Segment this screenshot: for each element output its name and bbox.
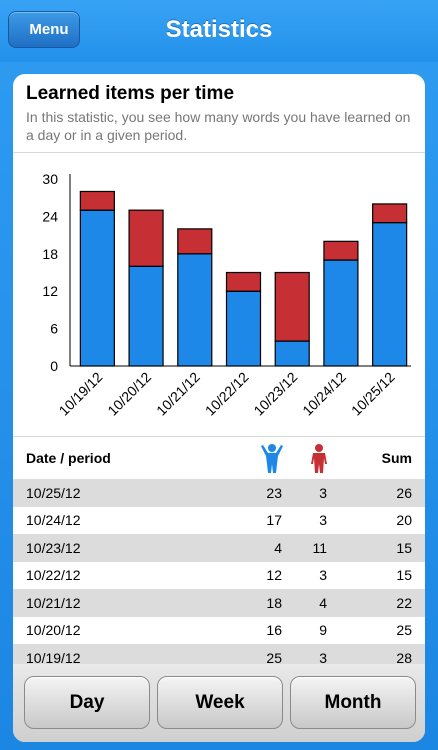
y-tick-label: 12 bbox=[42, 283, 58, 299]
menu-button[interactable]: Menu bbox=[8, 11, 80, 48]
bar-segment-unknown bbox=[225, 271, 262, 292]
statistics-card: Learned items per time In this statistic… bbox=[13, 74, 425, 742]
x-tick-label: 10/21/12 bbox=[153, 369, 203, 419]
y-tick-label: 6 bbox=[50, 321, 58, 337]
person-arms-up-icon bbox=[261, 444, 283, 473]
row-unknown-count: 3 bbox=[319, 484, 327, 501]
page-title: Statistics bbox=[165, 16, 273, 43]
x-tick-label: 10/23/12 bbox=[250, 369, 300, 419]
row-known-count: 18 bbox=[266, 594, 282, 611]
row-date: 10/22/12 bbox=[26, 567, 81, 584]
bar-segment-unknown bbox=[274, 271, 310, 342]
x-tick-label: 10/22/12 bbox=[202, 369, 252, 419]
y-tick-label: 18 bbox=[42, 246, 58, 262]
table-row[interactable]: 10/21/12 18 4 22 bbox=[13, 589, 425, 617]
row-unknown-count: 3 bbox=[319, 567, 327, 584]
row-sum: 15 bbox=[396, 567, 412, 584]
row-date: 10/23/12 bbox=[26, 539, 81, 556]
row-known-count: 12 bbox=[266, 567, 282, 584]
row-date: 10/24/12 bbox=[26, 512, 81, 529]
day-button[interactable]: Day bbox=[24, 676, 150, 729]
row-unknown-count: 9 bbox=[319, 622, 327, 639]
bar-segment-known bbox=[177, 253, 213, 367]
table-row[interactable]: 10/22/12 12 3 15 bbox=[13, 562, 425, 590]
bar-segment-known bbox=[128, 265, 164, 367]
row-known-count: 16 bbox=[266, 622, 282, 639]
person-standing-icon bbox=[311, 444, 327, 473]
x-tick-label: 10/25/12 bbox=[348, 369, 398, 419]
statistics-table: 10/25/12 23 3 26 10/24/12 17 3 20 10/23/… bbox=[13, 479, 425, 672]
bar-segment-unknown bbox=[177, 228, 213, 255]
row-date: 10/19/12 bbox=[26, 649, 81, 666]
y-tick-label: 30 bbox=[42, 171, 58, 187]
date-period-header: Date / period bbox=[26, 450, 111, 466]
x-tick-label: 10/24/12 bbox=[299, 369, 349, 419]
table-row[interactable]: 10/20/12 16 9 25 bbox=[13, 617, 425, 645]
period-selector: Day Week Month bbox=[13, 664, 425, 742]
row-unknown-count: 3 bbox=[319, 649, 327, 666]
row-known-count: 23 bbox=[266, 484, 282, 501]
x-tick-label: 10/20/12 bbox=[104, 369, 154, 419]
table-row[interactable]: 10/25/12 23 3 26 bbox=[13, 479, 425, 507]
bar-segment-unknown bbox=[372, 203, 408, 224]
bar-segment-known bbox=[274, 340, 310, 367]
row-unknown-count: 11 bbox=[312, 539, 327, 556]
divider bbox=[13, 436, 425, 437]
row-date: 10/20/12 bbox=[26, 622, 81, 639]
row-known-count: 17 bbox=[266, 512, 282, 529]
table-row[interactable]: 10/24/12 17 3 20 bbox=[13, 507, 425, 535]
sum-header: Sum bbox=[381, 450, 412, 466]
y-tick-label: 24 bbox=[42, 208, 58, 224]
divider bbox=[13, 152, 425, 153]
row-sum: 25 bbox=[396, 622, 412, 639]
row-unknown-count: 3 bbox=[319, 512, 327, 529]
learned-items-chart: 0 6 12 18 24 30 10/19/1210/20/1210/21/1210/22/… bbox=[42, 171, 411, 419]
week-button[interactable]: Week bbox=[157, 676, 283, 729]
row-unknown-count: 4 bbox=[319, 594, 327, 611]
table-header: Date / period Sum bbox=[13, 437, 425, 479]
row-sum: 20 bbox=[396, 512, 412, 529]
card-title: Learned items per time bbox=[26, 83, 235, 104]
bar-segment-known bbox=[225, 290, 262, 367]
card-description: In this statistic, you see how many word… bbox=[26, 109, 411, 143]
bar-segment-known bbox=[323, 259, 359, 367]
row-sum: 26 bbox=[396, 484, 412, 501]
x-tick-label: 10/19/12 bbox=[56, 369, 106, 419]
bar-segment-known bbox=[79, 209, 115, 367]
row-sum: 22 bbox=[396, 594, 412, 611]
y-tick-label: 0 bbox=[50, 358, 58, 374]
row-date: 10/25/12 bbox=[26, 484, 81, 501]
navigation-bar: Statistics Menu bbox=[0, 0, 438, 62]
bar-segment-unknown bbox=[79, 190, 115, 211]
bar-segment-unknown bbox=[323, 240, 359, 261]
month-button[interactable]: Month bbox=[290, 676, 416, 729]
bar-segment-known bbox=[372, 222, 408, 367]
bar-segment-unknown bbox=[128, 209, 164, 267]
row-sum: 15 bbox=[396, 539, 412, 556]
table-row[interactable]: 10/23/12 4 11 15 bbox=[13, 534, 425, 562]
menu-back-button-wrap: Menu bbox=[0, 9, 88, 48]
row-sum: 28 bbox=[396, 649, 412, 666]
row-known-count: 25 bbox=[266, 649, 282, 666]
row-known-count: 4 bbox=[274, 539, 282, 556]
row-date: 10/21/12 bbox=[26, 594, 81, 611]
